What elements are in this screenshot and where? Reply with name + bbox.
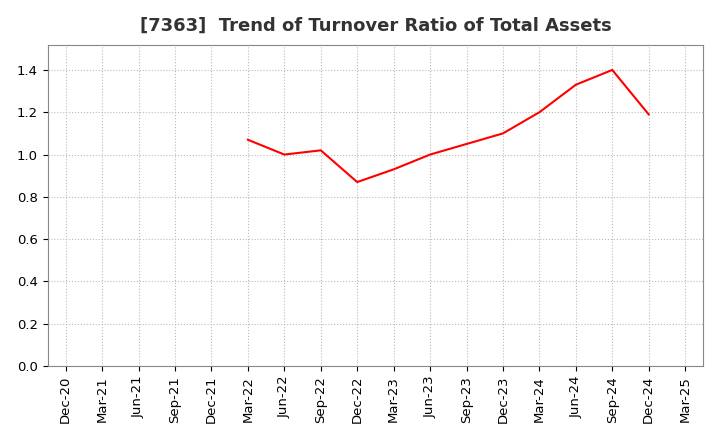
Title: [7363]  Trend of Turnover Ratio of Total Assets: [7363] Trend of Turnover Ratio of Total … — [140, 17, 611, 35]
